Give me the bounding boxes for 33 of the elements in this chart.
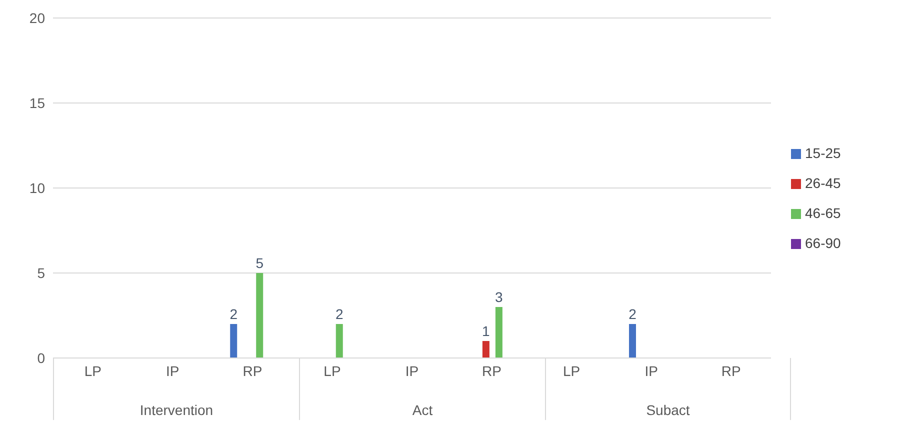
y-tick-label: 5: [37, 264, 46, 281]
bar: [256, 273, 264, 358]
x-tick-label: RP: [482, 362, 502, 379]
legend-label: 26-45: [805, 175, 841, 191]
y-tick-label: 10: [29, 180, 46, 196]
data-label: 1: [482, 323, 490, 339]
bar: [628, 324, 636, 358]
x-tick-label: LP: [324, 362, 341, 379]
x-tick-label: IP: [644, 362, 658, 379]
bar: [495, 307, 502, 358]
data-label: 2: [335, 306, 344, 322]
data-label: 2: [628, 306, 637, 322]
x-tick-label: RP: [242, 362, 262, 379]
data-label: 3: [495, 289, 504, 305]
bar: [482, 341, 490, 358]
x-tick-label: IP: [405, 362, 419, 379]
data-label: 2: [230, 306, 238, 322]
legend-label: 46-65: [805, 205, 841, 221]
text: Subact: [645, 402, 691, 418]
y-tick-label: 20: [29, 10, 46, 26]
x-tick-label: LP: [84, 362, 102, 379]
x-tick-label: LP: [562, 362, 580, 379]
x-tick-label: IP: [166, 362, 180, 379]
y-tick-label: 0: [37, 350, 46, 366]
bar: [336, 324, 343, 358]
bar: [230, 324, 238, 358]
legend-label: 15-25: [805, 145, 841, 161]
y-tick-label: 15: [29, 94, 46, 111]
legend-label: 66-90: [805, 235, 841, 251]
data-label: 5: [256, 255, 264, 271]
text: Intervention: [138, 402, 214, 418]
x-tick-label: RP: [721, 362, 741, 379]
text: Act: [411, 402, 434, 418]
